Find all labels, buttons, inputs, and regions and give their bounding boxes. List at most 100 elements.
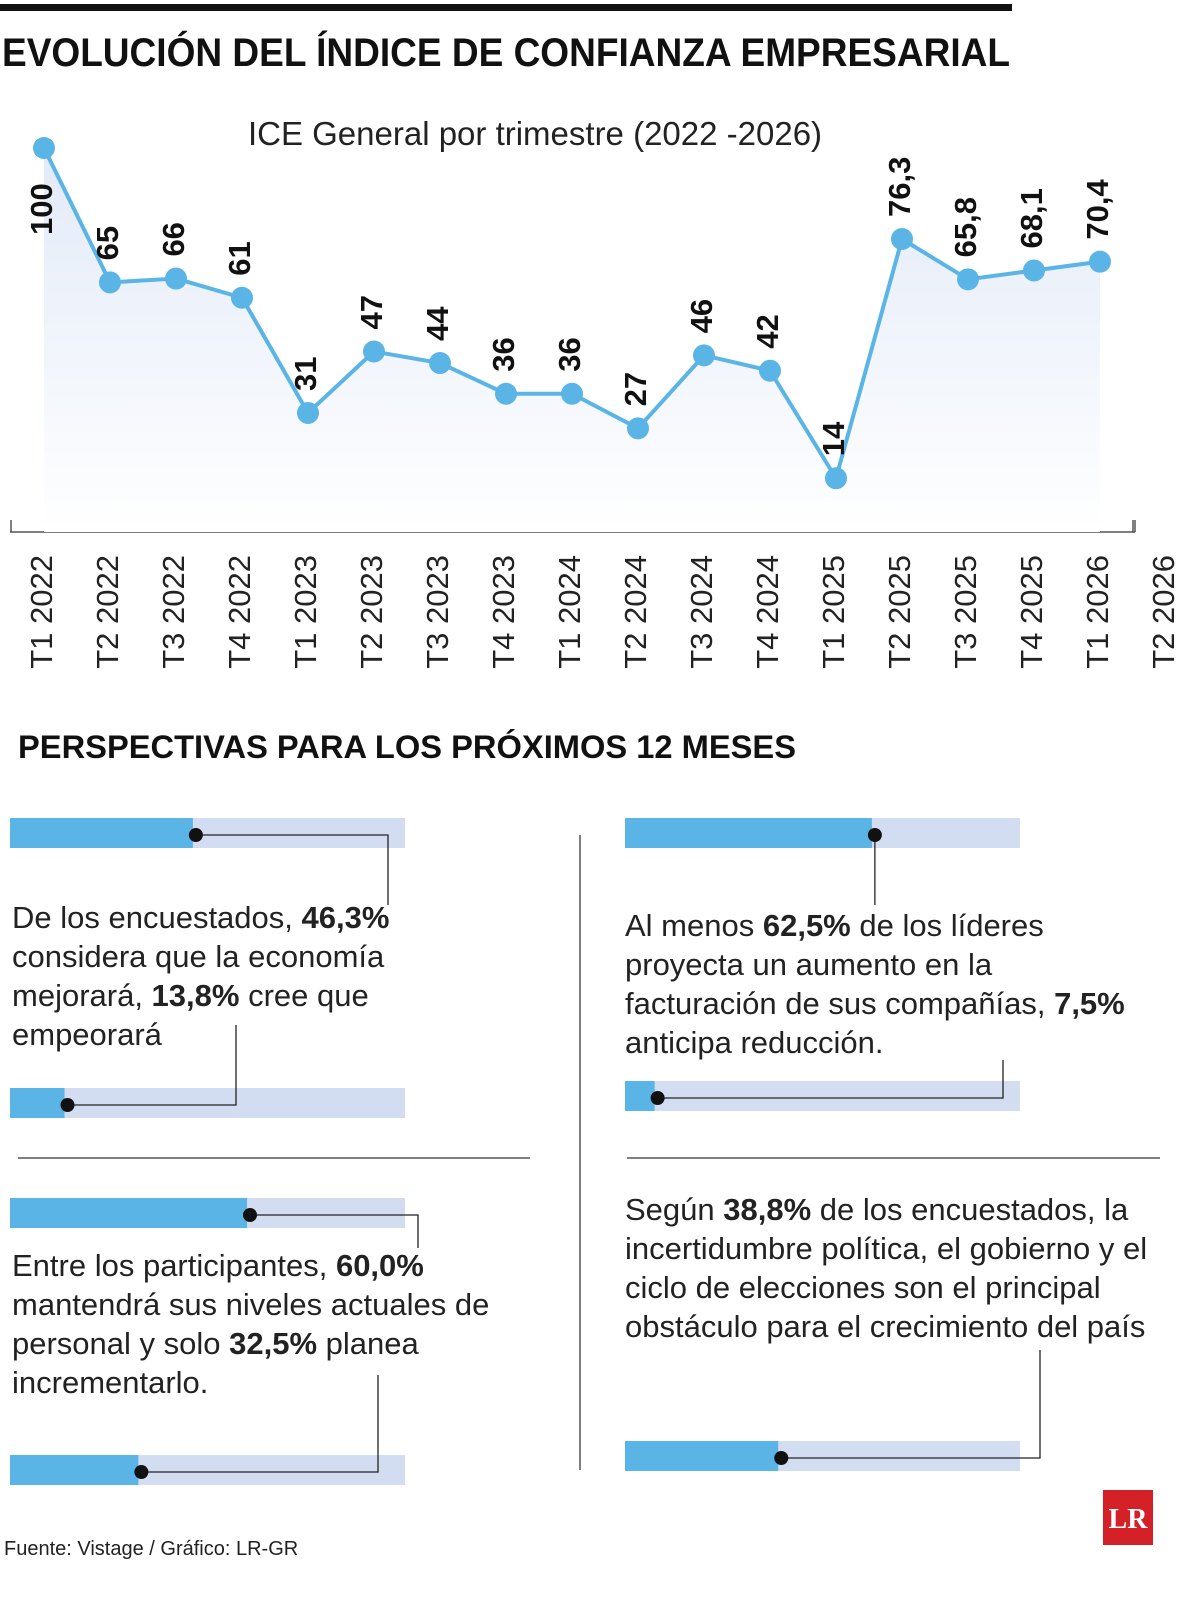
bar bbox=[625, 1081, 655, 1111]
x-tick-label: T3 2022 bbox=[156, 555, 191, 669]
point bbox=[429, 352, 451, 375]
bar bbox=[10, 1455, 139, 1485]
logo: LR bbox=[1109, 1504, 1149, 1535]
x-tick-label: T2 2024 bbox=[618, 555, 653, 669]
bar-track bbox=[10, 1088, 405, 1118]
highlight: 7,5% bbox=[1054, 986, 1125, 1021]
point bbox=[561, 382, 583, 405]
text-run: cree que empeorará bbox=[12, 978, 369, 1052]
top-rule bbox=[0, 4, 1012, 11]
x-tick-label: T4 2025 bbox=[1014, 555, 1049, 669]
x-tick-label: T4 2022 bbox=[222, 555, 257, 669]
highlight: 62,5% bbox=[762, 908, 851, 943]
point bbox=[1089, 250, 1111, 273]
text-run: planea incrementarlo. bbox=[12, 1326, 419, 1400]
point bbox=[825, 467, 847, 490]
connector bbox=[781, 1350, 1041, 1459]
card-text: De los encuestados, 46,3% considera que … bbox=[12, 898, 452, 1054]
card-text: Según 38,8% de los encuesta­dos, la ince… bbox=[625, 1190, 1160, 1346]
point bbox=[363, 340, 385, 363]
text-run: considera que la economía mejorará, bbox=[12, 939, 385, 1013]
highlight: 60,0% bbox=[335, 1248, 424, 1283]
bar-end bbox=[60, 1098, 75, 1112]
text-run: mantendrá sus niveles actuales de person… bbox=[12, 1287, 490, 1361]
bar bbox=[10, 1198, 247, 1228]
data-label: 46 bbox=[684, 299, 719, 333]
footer: Fuente: Vistage / Gráfico: LR-GR bbox=[4, 1538, 298, 1560]
bar bbox=[10, 1088, 65, 1118]
bar-end bbox=[650, 1091, 665, 1105]
connector bbox=[67, 1025, 237, 1106]
x-tick-label: T2 2023 bbox=[354, 555, 389, 669]
x-tick-label: T1 2024 bbox=[552, 555, 587, 669]
text-run: de los líderes proyecta un aumento en la… bbox=[625, 908, 1055, 1021]
x-tick-label: T1 2026 bbox=[1080, 555, 1115, 669]
point bbox=[231, 286, 253, 309]
bar-end bbox=[867, 828, 882, 842]
bar bbox=[625, 818, 872, 848]
x-tick-label: T4 2024 bbox=[750, 555, 785, 669]
highlight: 13,8% bbox=[151, 978, 240, 1013]
data-label: 31 bbox=[288, 356, 323, 390]
connector bbox=[250, 1214, 419, 1248]
text-run: Entre los participantes, bbox=[12, 1248, 336, 1283]
x-tick-label: T4 2023 bbox=[486, 555, 521, 669]
highlight: 46,3% bbox=[301, 900, 390, 935]
x-tick-label: T2 2026 bbox=[1146, 555, 1181, 669]
x-tick-label: T3 2025 bbox=[948, 555, 983, 669]
card-text: Entre los participantes, 60,0% mantendrá… bbox=[12, 1246, 532, 1402]
point bbox=[99, 271, 121, 294]
point bbox=[165, 267, 187, 290]
data-label: 65,8 bbox=[948, 197, 983, 257]
text-run: Según bbox=[625, 1192, 724, 1227]
point bbox=[957, 268, 979, 291]
x-tick-label: T1 2025 bbox=[816, 555, 851, 669]
bar-end bbox=[243, 1208, 257, 1222]
data-label: 27 bbox=[618, 372, 653, 406]
data-label: 36 bbox=[486, 337, 521, 371]
x-tick-label: T1 2023 bbox=[288, 555, 323, 669]
logo-box bbox=[1103, 1490, 1153, 1545]
point bbox=[627, 417, 649, 440]
point bbox=[495, 382, 517, 405]
point bbox=[1023, 259, 1045, 282]
area bbox=[44, 148, 1100, 532]
card-text: Al menos 62,5% de los líderes proyecta u… bbox=[625, 906, 1145, 1062]
bar-track bbox=[625, 1081, 1020, 1111]
text-run: De los encuestados, bbox=[12, 900, 302, 935]
text-run: de los encuesta­dos, la incertidumbre po… bbox=[625, 1192, 1148, 1344]
chart-title: EVOLUCIÓN DEL ÍNDICE DE CONFIANZA EMPRES… bbox=[2, 29, 1010, 75]
text-run: anticipa reducción. bbox=[625, 1025, 884, 1060]
data-label: 47 bbox=[354, 295, 389, 329]
point bbox=[891, 228, 913, 251]
bar bbox=[625, 1441, 779, 1471]
point bbox=[33, 137, 55, 159]
bar-end bbox=[774, 1451, 789, 1465]
data-label: 44 bbox=[420, 306, 455, 341]
connector bbox=[657, 1060, 1004, 1099]
connector bbox=[141, 1375, 379, 1473]
x-tick-label: T1 2022 bbox=[24, 555, 59, 669]
bar bbox=[10, 818, 193, 848]
data-label: 36 bbox=[552, 337, 587, 371]
x-tick-label: T3 2023 bbox=[420, 555, 455, 669]
data-label: 70,4 bbox=[1080, 179, 1115, 240]
data-label: 65 bbox=[90, 226, 125, 260]
data-label: 61 bbox=[222, 241, 257, 275]
highlight: 32,5% bbox=[229, 1326, 318, 1361]
section-title: PERSPECTIVAS PARA LOS PRÓXIMOS 12 MESES bbox=[18, 729, 796, 765]
point bbox=[297, 401, 319, 424]
x-tick-label: T2 2025 bbox=[882, 555, 917, 669]
text-run: Al menos bbox=[625, 908, 763, 943]
data-label: 76,3 bbox=[882, 157, 917, 217]
point bbox=[759, 359, 781, 382]
bar-end bbox=[134, 1465, 149, 1479]
data-label: 66 bbox=[156, 222, 191, 256]
bar-end bbox=[188, 828, 203, 842]
x-tick-label: T2 2022 bbox=[90, 555, 125, 669]
data-label: 68,1 bbox=[1014, 188, 1049, 248]
data-label: 42 bbox=[750, 314, 785, 348]
highlight: 38,8% bbox=[723, 1192, 812, 1227]
